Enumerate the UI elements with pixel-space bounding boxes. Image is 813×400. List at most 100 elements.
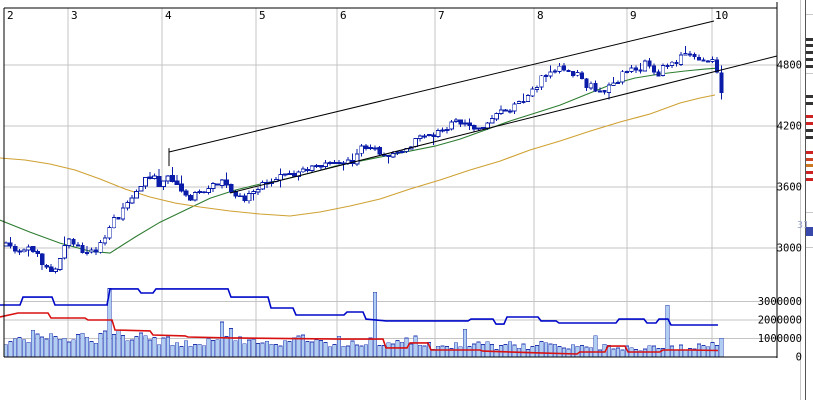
candle-up [498,109,504,115]
candle-up [152,175,157,179]
candle-down [30,246,36,253]
candle-up [26,246,31,251]
candle-up [399,150,405,153]
volume-axis-label: 1000000 [758,333,802,345]
candle-down [318,165,324,168]
candle-down [35,250,40,255]
candle-up [629,67,634,72]
candle-up [102,237,108,244]
side-panel-text-fragment [806,51,813,54]
candle-down [377,147,382,155]
volume-axis-label: 3000000 [758,296,802,308]
candle-up [453,119,459,123]
candle-down [147,176,153,179]
x-axis-month-label: 2 [7,9,14,22]
candle-up [521,101,526,104]
candle-down [570,70,576,77]
candle-up [660,65,666,77]
candle-up [417,135,423,140]
candle-down [93,249,99,253]
candle-up [359,145,364,154]
side-panel-text-fragment [806,65,813,68]
candle-down [422,135,427,138]
candle-down [579,72,585,79]
candle-up [89,249,94,253]
candle-up [21,249,27,253]
candle-down [602,89,607,93]
candle-down [696,56,702,61]
candle-down [291,173,297,177]
candle-up [539,75,544,88]
price-axis-label: 3600 [777,182,802,194]
x-axis-month-label: 9 [630,9,637,22]
side-panel-text-fragment [806,171,813,174]
candle-up [440,129,445,132]
candle-down [647,60,652,67]
candle-down [215,183,220,186]
margin-sell-line [0,312,719,355]
candle-down [692,53,697,58]
side-panel-text-fragment [806,151,813,154]
candle-up [489,118,495,124]
chart-plot-surface[interactable] [4,8,777,357]
candle-up [368,146,373,149]
candle-up [611,82,616,86]
volume-axis-label: 0 [796,352,802,364]
watermark-text: 31 [797,220,809,231]
candle-up [134,190,139,199]
candle-up [449,121,454,130]
candle-up [597,90,603,93]
side-panel-text-fragment [806,136,813,139]
candle-up [683,53,688,56]
candle-up [125,202,130,209]
candle-up [462,122,468,125]
candle-up [327,162,333,164]
candle-up [678,54,684,65]
candle-up [557,65,562,72]
x-axis-month-label: 4 [165,9,172,22]
candle-up [300,168,306,173]
candle-up [395,151,400,154]
volume-bars [3,288,724,358]
candle-up [588,83,594,89]
x-axis-month-label: 10 [715,9,728,22]
candle-down [332,161,337,164]
side-panel-text-fragment [806,102,813,105]
candle-up [507,110,513,113]
gridlines [4,8,777,357]
candle-down [656,71,661,77]
candle-up [354,153,360,165]
candle-down [39,253,45,266]
price-axis-label: 4800 [777,60,802,72]
candle-up [57,258,63,270]
candle-down [156,175,162,187]
candle-down [458,119,463,125]
candle-down [467,122,472,126]
candle-down [48,266,54,272]
candle-up [287,173,292,176]
candle-down [44,264,49,268]
candle-up [512,103,517,112]
plot-border [3,0,806,400]
x-axis-month-label: 6 [340,9,347,22]
side-panel-separator [806,212,813,213]
candle-up [192,192,198,201]
candle-up [206,188,211,193]
price-axis-label: 3000 [777,243,802,255]
candle-down [282,173,288,176]
candle-up [66,238,72,246]
side-panel-text-fragment [806,38,813,41]
lower-trendline [229,55,778,194]
candle-up [210,183,216,190]
candle-up [143,177,148,187]
candle-down [237,195,243,198]
candle-up [534,87,540,90]
candle-down [363,145,369,149]
candle-up [615,81,621,84]
candle-up [575,71,580,76]
candle-down [71,239,76,245]
candle-up [165,175,171,182]
candle-down [183,190,189,196]
candle-up [530,88,535,97]
candle-down [566,70,571,73]
